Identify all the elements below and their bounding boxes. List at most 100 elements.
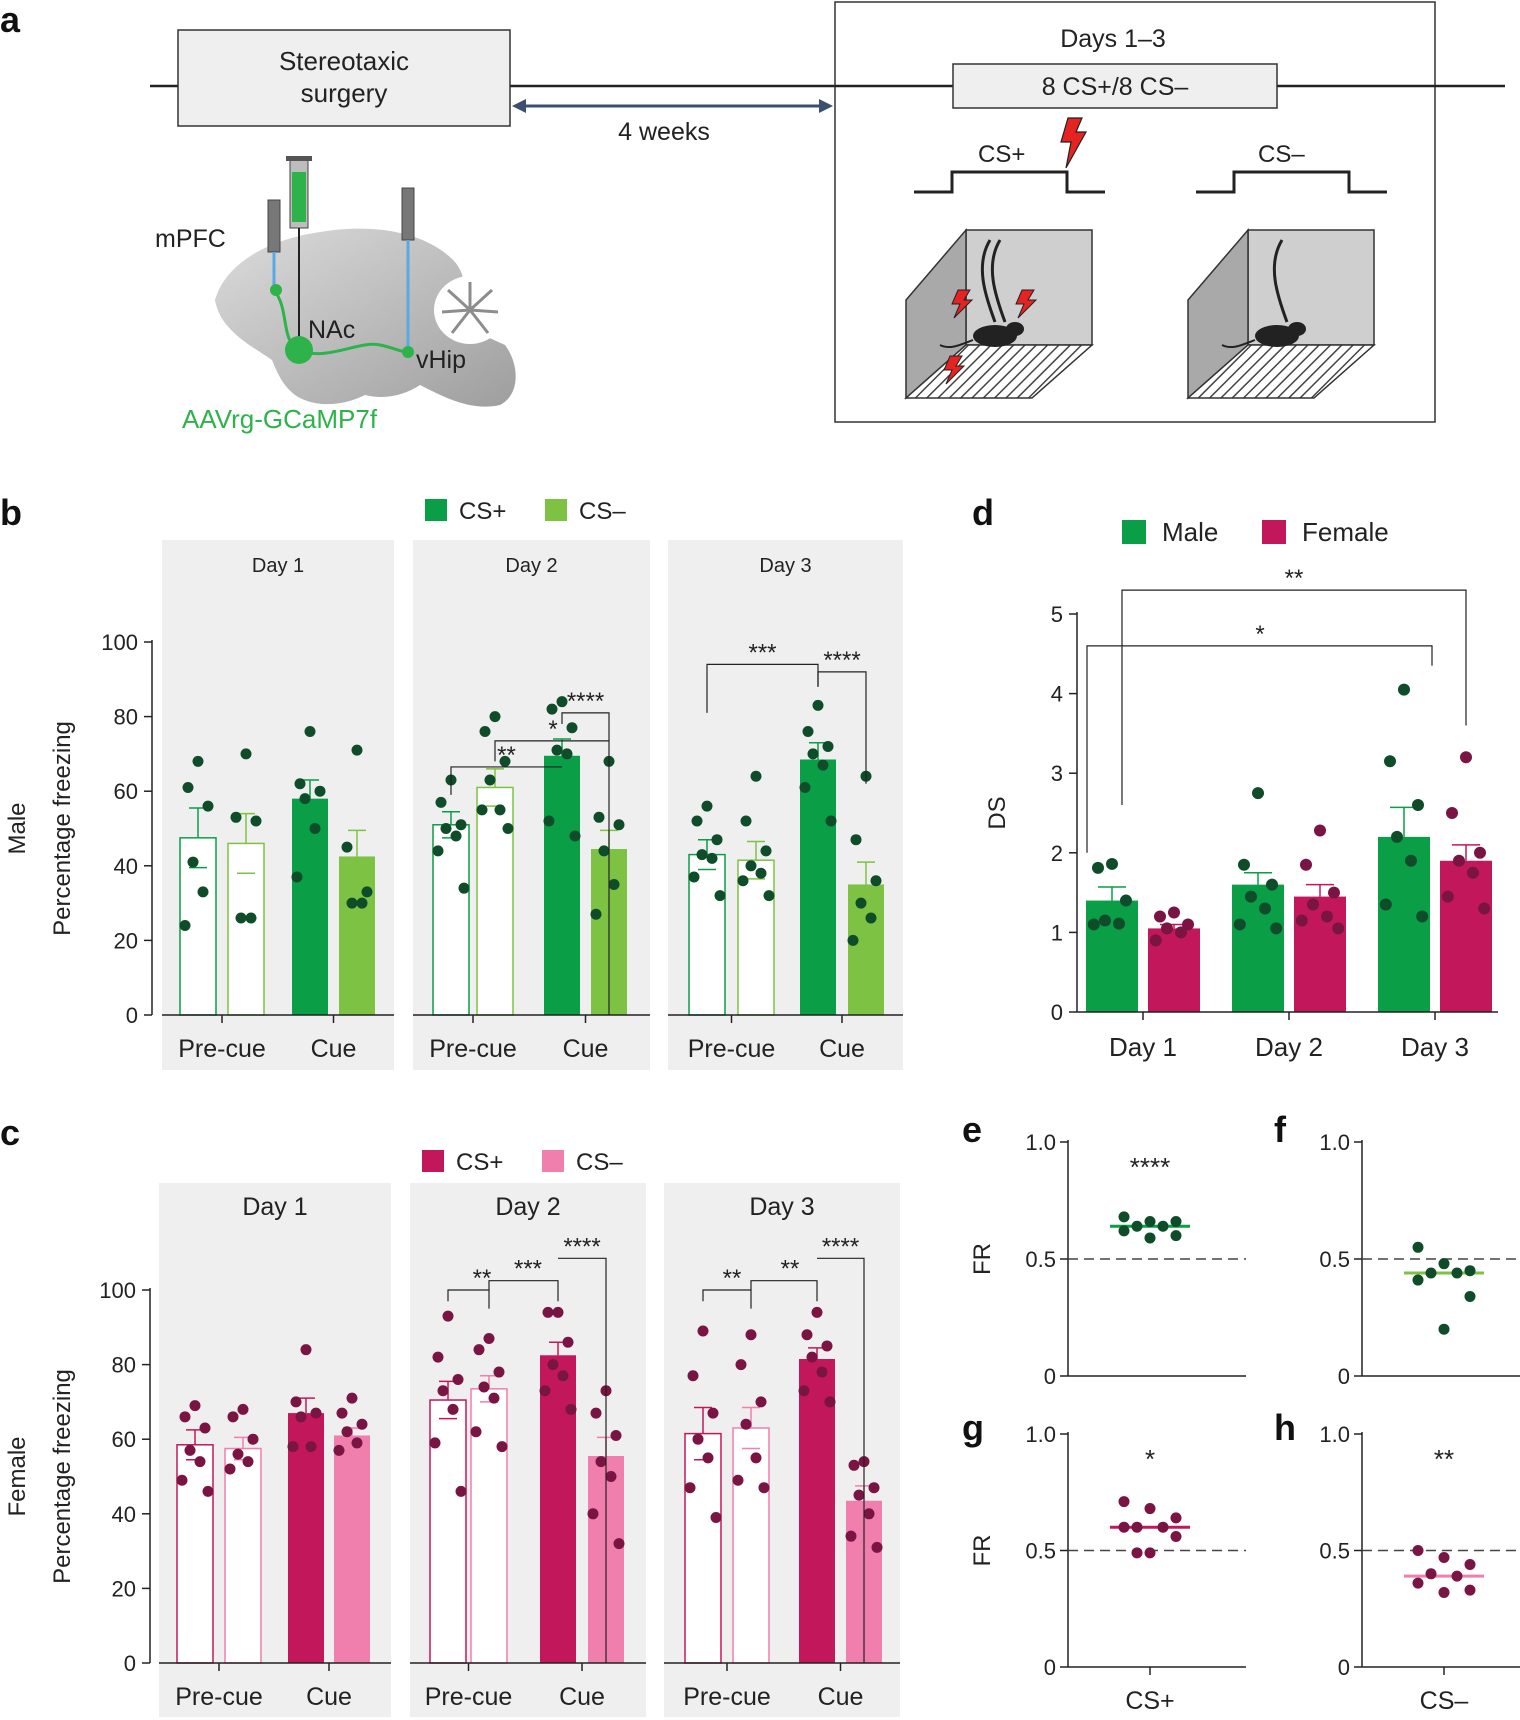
- data-point: [437, 1385, 449, 1397]
- data-point: [473, 1344, 485, 1356]
- data-point: [1405, 854, 1417, 867]
- data-point: [1412, 1274, 1424, 1286]
- brain-illustration: mPFC NAc vHip AAVrg-GCaMP7f: [155, 156, 516, 434]
- bar-male: [1232, 884, 1284, 1012]
- data-point: [1252, 787, 1264, 800]
- data-point: [605, 1471, 617, 1482]
- data-point: [569, 830, 581, 842]
- bar-cue: [848, 884, 884, 1015]
- data-point: [1175, 926, 1187, 939]
- y-tick-label: 1.0: [1319, 1130, 1350, 1155]
- significance-label: **: [497, 742, 516, 769]
- data-point: [816, 1366, 828, 1378]
- bar-cue: [799, 1359, 835, 1663]
- y-tick-label: 0: [1051, 1000, 1063, 1025]
- data-point: [740, 815, 752, 827]
- data-point: [361, 886, 373, 898]
- x-tick-label: Pre-cue: [429, 1035, 517, 1063]
- data-point: [763, 890, 775, 902]
- data-point: [691, 815, 703, 827]
- day-label: Day 1: [242, 1193, 307, 1221]
- data-point: [1391, 830, 1403, 843]
- data-point: [740, 1418, 752, 1430]
- data-point: [176, 1474, 188, 1486]
- data-point: [346, 1392, 358, 1404]
- y-tick-label: 0: [1338, 1364, 1350, 1389]
- x-tick-label: Pre-cue: [175, 1683, 263, 1711]
- surgery-label-line1: Stereotaxic: [279, 46, 409, 76]
- data-point: [1113, 917, 1125, 930]
- trials-label: 8 CS+/8 CS–: [1042, 73, 1189, 101]
- data-point: [801, 1329, 813, 1341]
- legend-swatch-cs-minus: [545, 499, 567, 521]
- bar-cue: [339, 856, 375, 1015]
- data-point: [1170, 1230, 1182, 1242]
- y-tick-label: 100: [99, 1278, 136, 1303]
- data-point: [1118, 1496, 1130, 1508]
- data-point: [310, 1407, 322, 1419]
- data-point: [299, 793, 311, 805]
- surgery-label-line2: surgery: [301, 78, 388, 108]
- data-point: [470, 1426, 482, 1438]
- y-tick-label: 100: [101, 630, 138, 655]
- legend-label-cs-minus: CS–: [579, 498, 626, 525]
- data-point: [687, 1370, 699, 1382]
- data-point: [845, 1530, 857, 1542]
- data-point: [732, 1474, 744, 1486]
- syringe-icon: [286, 156, 312, 345]
- data-point: [489, 711, 501, 723]
- data-point: [696, 849, 708, 861]
- data-point: [1157, 1220, 1169, 1232]
- data-point: [295, 1411, 307, 1423]
- data-point: [300, 1344, 312, 1356]
- significance-label: ***: [748, 639, 776, 666]
- data-point: [432, 845, 444, 857]
- data-point: [499, 755, 511, 767]
- data-point: [565, 1403, 577, 1415]
- significance-bracket: [447, 1289, 490, 1309]
- data-point: [478, 1381, 490, 1393]
- data-point: [1307, 898, 1319, 911]
- data-point: [870, 875, 882, 887]
- data-point: [758, 1482, 770, 1494]
- optic-fiber-left-icon: [267, 199, 281, 253]
- data-point: [817, 759, 829, 771]
- data-point: [1295, 914, 1308, 927]
- shock-chamber-icon: [904, 227, 1094, 400]
- data-point: [1328, 886, 1340, 899]
- significance-label: ****: [822, 1233, 859, 1260]
- data-point: [1464, 1558, 1476, 1570]
- data-point: [291, 871, 303, 883]
- x-tick-label: CS+: [1125, 1687, 1174, 1715]
- y-tick-label: 0: [1044, 1364, 1056, 1389]
- data-point: [1245, 890, 1257, 903]
- significance-bracket: [750, 1280, 818, 1302]
- x-tick-label: Cue: [306, 1683, 352, 1711]
- data-point: [250, 815, 262, 827]
- data-point: [1384, 755, 1396, 768]
- data-point: [309, 823, 321, 834]
- shock-bolt-icon: [1060, 117, 1088, 169]
- y-tick-label: 20: [114, 928, 138, 953]
- legend-label-male: Male: [1162, 517, 1218, 547]
- data-point: [868, 1482, 880, 1494]
- data-point: [863, 1508, 875, 1520]
- data-point: [1379, 898, 1392, 911]
- day-label: Day 3: [749, 1193, 814, 1221]
- data-point: [1106, 857, 1118, 870]
- data-point: [853, 1489, 865, 1501]
- data-point: [1092, 861, 1104, 874]
- data-point: [539, 1385, 551, 1397]
- data-point: [714, 890, 726, 902]
- data-point: [1161, 922, 1173, 935]
- data-point: [336, 1407, 348, 1419]
- y-tick-label: 3: [1051, 761, 1063, 786]
- data-point: [435, 796, 447, 808]
- bar-male: [1378, 836, 1430, 1012]
- data-point: [1451, 1267, 1463, 1279]
- y-axis-label: Percentage freezing: [49, 721, 76, 936]
- data-point: [1118, 1225, 1130, 1237]
- data-point: [197, 886, 209, 898]
- data-point: [608, 878, 620, 890]
- data-point: [493, 1366, 505, 1378]
